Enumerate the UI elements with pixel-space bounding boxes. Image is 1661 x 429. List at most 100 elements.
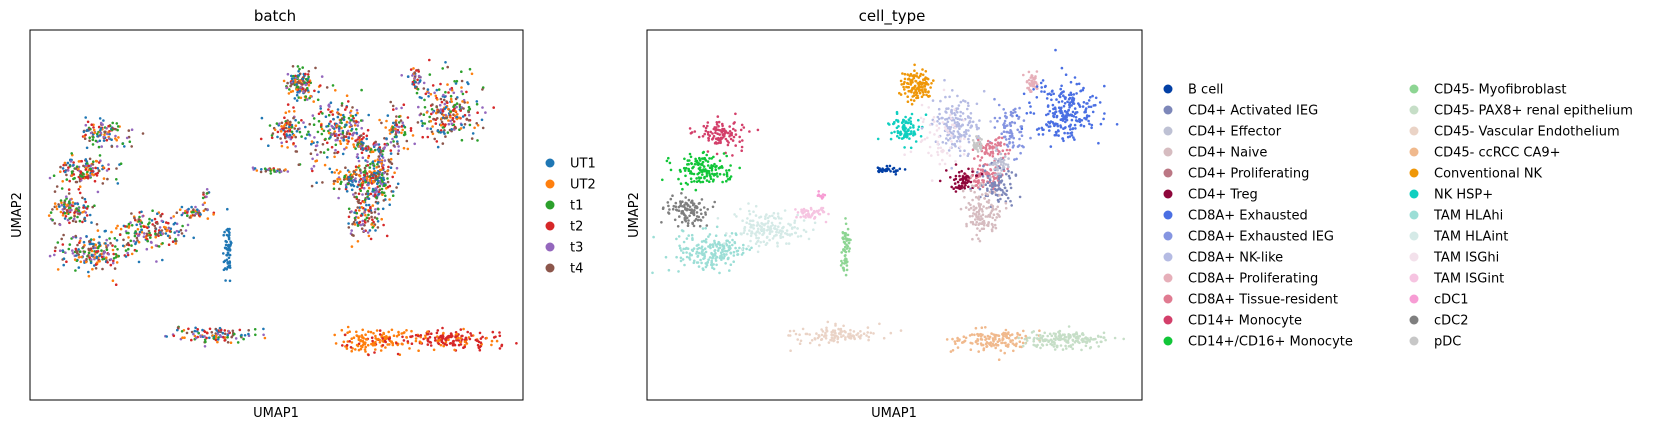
point-ut2 xyxy=(338,178,342,181)
point-cd45-vascular-endothelium xyxy=(882,336,886,340)
point-cd45-ccrcc-ca9plus xyxy=(1007,343,1010,346)
point-cd45-myofibroblast xyxy=(846,227,850,231)
point-t2 xyxy=(444,123,447,126)
point-ut1 xyxy=(98,139,102,143)
point-cdc2 xyxy=(667,204,670,208)
point-tam-hlaint xyxy=(770,221,774,225)
point-cd45-ccrcc-ca9plus xyxy=(1020,336,1023,340)
point-cd14plus-monocyte xyxy=(704,126,708,130)
point-tam-isgint xyxy=(819,208,823,211)
point-ut2 xyxy=(380,162,384,165)
point-ut2 xyxy=(98,260,101,263)
point-t3 xyxy=(348,121,352,124)
point-cd8aplus-exhausted xyxy=(1066,114,1069,117)
point-ut2 xyxy=(390,340,394,344)
point-t1 xyxy=(303,98,307,102)
point-t1 xyxy=(81,175,84,178)
point-cd14plus-cd16plus-monocyte xyxy=(702,168,705,171)
point-tam-hlahi xyxy=(695,261,699,264)
point-cd8aplus-tissue-resident xyxy=(989,141,992,145)
point-ut2 xyxy=(345,146,348,149)
point-cd8aplus-nk-like xyxy=(967,104,970,107)
point-t2 xyxy=(424,92,428,96)
point-t3 xyxy=(312,164,316,168)
point-tam-hlahi xyxy=(697,265,701,268)
point-t4 xyxy=(422,87,426,90)
point-cd4plus-activated-ieg xyxy=(1003,192,1007,196)
point-cdc2 xyxy=(671,194,674,197)
point-cd14plus-monocyte xyxy=(734,133,738,136)
point-cd45-ccrcc-ca9plus xyxy=(992,340,995,343)
point-cd4plus-effector xyxy=(993,167,996,171)
point-t2 xyxy=(187,327,190,331)
point-tam-hlahi xyxy=(675,237,678,241)
point-ut1 xyxy=(326,156,329,159)
point-t3 xyxy=(362,186,366,190)
point-t2 xyxy=(90,123,93,126)
point-t2 xyxy=(330,145,334,149)
point-cd45-ccrcc-ca9plus xyxy=(997,334,1001,338)
point-tam-hlaint xyxy=(793,221,796,225)
point-conventional-nk xyxy=(906,78,910,81)
point-tam-hlaint xyxy=(802,219,806,222)
point-ut1 xyxy=(354,180,358,183)
point-ut1 xyxy=(134,241,138,244)
point-t2 xyxy=(367,217,371,220)
point-cd14plus-monocyte xyxy=(721,122,724,126)
point-tam-hlaint xyxy=(804,230,808,234)
point-nk-hspplus xyxy=(909,126,912,129)
point-ut2 xyxy=(352,143,355,146)
point-cd8aplus-nk-like xyxy=(963,135,967,138)
point-cd45-vascular-endothelium xyxy=(825,326,828,330)
point-ut2 xyxy=(429,92,433,96)
point-cd45-vascular-endothelium xyxy=(834,331,837,335)
point-nk-hspplus xyxy=(897,125,900,128)
point-ut1 xyxy=(377,160,380,164)
point-t3 xyxy=(359,223,363,227)
point-t3 xyxy=(286,170,290,173)
point-cd8aplus-exhausted xyxy=(1054,107,1057,111)
point-cd8aplus-exhausted xyxy=(1054,110,1058,113)
point-ut1 xyxy=(355,131,358,135)
point-b-cell xyxy=(903,168,907,171)
point-t1 xyxy=(105,248,109,251)
point-t1 xyxy=(114,255,118,259)
point-t1 xyxy=(69,216,73,220)
point-cd14plus-cd16plus-monocyte xyxy=(726,178,730,181)
point-t1 xyxy=(186,214,189,218)
point-ut1 xyxy=(345,185,348,189)
point-cd8aplus-proliferating xyxy=(1031,84,1035,88)
point-cd8aplus-nk-like xyxy=(966,123,970,127)
point-tam-hlahi xyxy=(731,243,734,247)
point-cd14plus-cd16plus-monocyte xyxy=(722,173,726,176)
point-conventional-nk xyxy=(927,95,930,98)
point-ut1 xyxy=(371,160,375,163)
point-ut1 xyxy=(328,122,331,126)
point-cd8aplus-exhausted-ieg xyxy=(1011,111,1015,115)
point-ut2 xyxy=(384,126,388,129)
point-ut1 xyxy=(221,331,225,335)
point-ut1 xyxy=(98,235,101,239)
point-cd8aplus-nk-like xyxy=(941,141,945,144)
point-t1 xyxy=(341,131,345,134)
point-cd14plus-cd16plus-monocyte xyxy=(699,176,703,180)
point-cd45-vascular-endothelium xyxy=(813,338,817,341)
point-t1 xyxy=(65,178,69,181)
point-t1 xyxy=(449,94,453,98)
point-cd14plus-cd16plus-monocyte xyxy=(692,172,696,176)
point-cd4plus-activated-ieg xyxy=(981,174,985,178)
point-cd8aplus-nk-like xyxy=(938,122,941,125)
point-ut1 xyxy=(199,213,202,216)
point-ut1 xyxy=(187,207,190,211)
point-cd14plus-cd16plus-monocyte xyxy=(698,168,702,172)
point-t4 xyxy=(66,210,69,213)
point-t1 xyxy=(441,67,445,70)
point-cdc2 xyxy=(691,203,695,207)
point-ut2 xyxy=(287,92,291,95)
point-cd14plus-cd16plus-monocyte xyxy=(701,180,705,184)
point-cd4plus-treg xyxy=(965,176,968,179)
point-cd14plus-cd16plus-monocyte xyxy=(689,155,693,159)
point-t2 xyxy=(292,142,295,145)
point-ut2 xyxy=(417,349,420,353)
point-cd8aplus-exhausted-ieg xyxy=(1010,132,1014,136)
